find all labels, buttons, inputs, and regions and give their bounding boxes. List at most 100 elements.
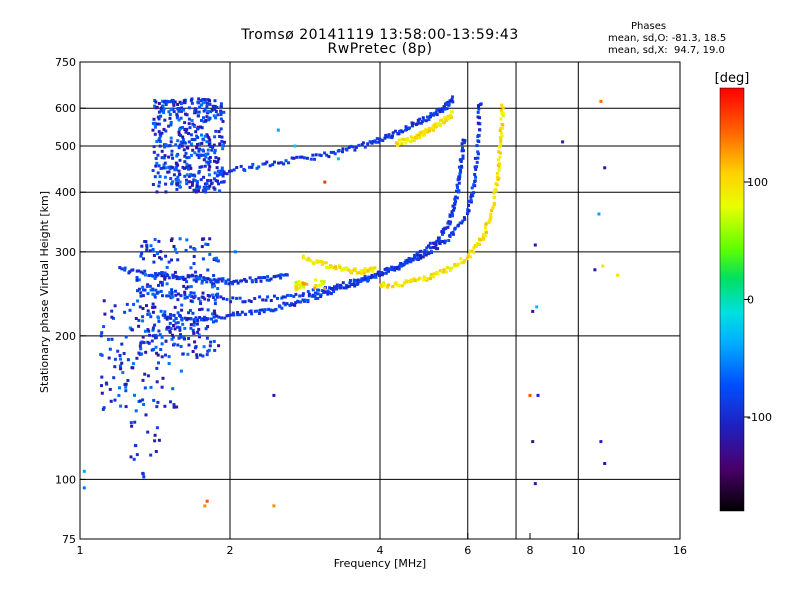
echo-point <box>214 116 218 120</box>
echo-point <box>225 297 229 301</box>
echo-point <box>244 279 248 283</box>
echo-point <box>164 254 168 258</box>
echo-point <box>497 150 501 154</box>
echo-point <box>167 325 171 329</box>
echo-point <box>194 108 198 111</box>
echo-point <box>250 279 254 282</box>
echo-point <box>124 385 128 389</box>
echo-point <box>157 361 160 365</box>
echo-point <box>178 172 182 176</box>
echo-point <box>197 186 201 190</box>
echo-point <box>100 384 103 388</box>
echo-point <box>182 278 186 282</box>
echo-point <box>176 107 180 111</box>
echo-point <box>328 286 331 290</box>
echo-point <box>293 303 297 307</box>
echo-point <box>461 219 465 223</box>
echo-point <box>222 140 226 144</box>
echo-point <box>124 382 128 386</box>
echo-point <box>157 138 161 142</box>
echo-point <box>184 112 187 116</box>
echo-point <box>344 147 348 151</box>
echo-point <box>440 240 444 243</box>
echo-point <box>198 335 201 339</box>
echo-point <box>155 291 159 295</box>
echo-point <box>458 172 462 176</box>
echo-point <box>449 268 452 272</box>
echo-point <box>275 274 279 278</box>
echo-point <box>153 439 157 443</box>
echo-point <box>533 243 537 247</box>
echo-point <box>153 305 157 309</box>
echo-point <box>141 471 145 475</box>
echo-point <box>212 143 216 147</box>
echo-point <box>206 243 210 246</box>
echo-point <box>175 114 179 118</box>
echo-point <box>269 277 273 281</box>
echo-point <box>247 299 251 303</box>
echo-point <box>172 403 176 407</box>
echo-point <box>243 300 247 304</box>
echo-point <box>280 306 284 310</box>
echo-point <box>432 123 436 127</box>
y-tick-label: 600 <box>55 102 76 115</box>
echo-point <box>360 277 364 281</box>
echo-point <box>309 259 313 263</box>
echo-point <box>293 144 297 148</box>
echo-point <box>424 277 428 281</box>
echo-point <box>495 171 499 175</box>
x-tick-label: 10 <box>571 544 585 557</box>
echo-point <box>414 253 418 257</box>
echo-point <box>153 132 157 136</box>
echo-point <box>201 98 205 101</box>
echo-point <box>163 175 167 179</box>
echo-point <box>370 267 373 271</box>
echo-point <box>593 268 597 272</box>
echo-point <box>121 371 125 374</box>
echo-point <box>157 102 161 105</box>
echo-point <box>198 277 202 281</box>
echo-point <box>99 334 103 338</box>
echo-point <box>176 182 180 186</box>
echo-point <box>159 114 163 118</box>
echo-point <box>171 99 175 103</box>
echo-point <box>317 288 321 292</box>
echo-point <box>325 265 329 269</box>
echo-point <box>167 294 171 298</box>
echo-point <box>140 340 144 344</box>
echo-point <box>193 247 197 251</box>
x-axis-label: Frequency [MHz] <box>334 557 426 570</box>
echo-point <box>202 138 206 142</box>
echo-point <box>354 145 358 149</box>
echo-point <box>151 326 155 330</box>
echo-point <box>497 177 501 181</box>
echo-point <box>156 153 160 157</box>
echo-point <box>178 143 182 147</box>
echo-point <box>158 132 162 136</box>
echo-point <box>281 295 285 299</box>
echo-point <box>143 386 147 390</box>
echo-point <box>178 109 182 112</box>
echo-point <box>183 326 187 330</box>
colorbar-ticks: 100 0 -100 <box>744 176 772 424</box>
echo-point <box>103 312 107 316</box>
echo-point <box>467 253 471 257</box>
echo-point <box>132 457 136 461</box>
echo-point <box>230 169 233 173</box>
echo-point <box>231 282 235 286</box>
echo-point <box>177 118 181 122</box>
echo-point <box>153 99 157 102</box>
echo-point <box>157 122 161 126</box>
echo-point <box>454 200 457 204</box>
echo-point <box>205 182 209 186</box>
echo-point <box>172 313 176 317</box>
echo-point <box>362 276 366 280</box>
echo-point <box>156 252 159 256</box>
echo-point <box>301 292 305 296</box>
echo-point <box>404 125 408 129</box>
echo-point <box>236 281 240 285</box>
echo-point <box>299 284 303 288</box>
echo-point <box>190 101 194 105</box>
echo-point <box>214 179 218 183</box>
echo-point <box>187 122 191 126</box>
